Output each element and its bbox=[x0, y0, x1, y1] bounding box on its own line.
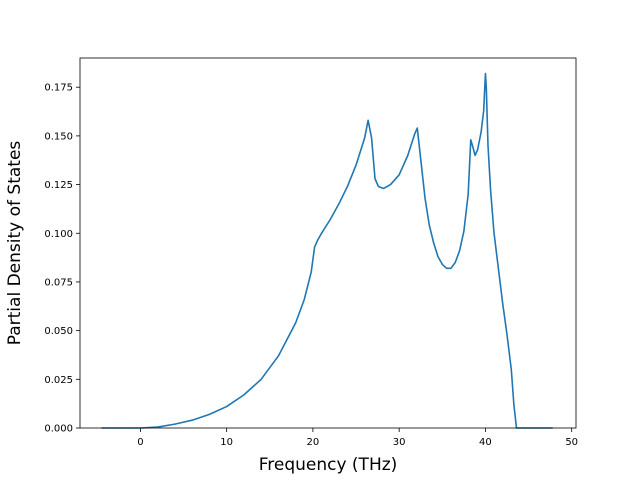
y-tick-label: 0.100 bbox=[44, 229, 73, 240]
x-tick-label: 0 bbox=[137, 437, 143, 448]
x-axis-ticks: 0 10 20 30 40 50 bbox=[137, 428, 578, 448]
y-axis-label: Partial Density of States bbox=[5, 141, 25, 346]
y-axis-ticks: 0.000 0.025 0.050 0.075 0.100 0.125 0.150 0.175 bbox=[44, 83, 80, 435]
pdos-series-line bbox=[101, 72, 553, 429]
x-tick-label: 50 bbox=[565, 437, 578, 448]
y-tick-label: 0.125 bbox=[44, 180, 73, 191]
y-tick-label: 0.075 bbox=[44, 277, 73, 288]
plot-area bbox=[80, 58, 576, 428]
x-tick-label: 40 bbox=[479, 437, 492, 448]
plot-frame bbox=[79, 57, 577, 429]
x-tick-label: 20 bbox=[307, 437, 320, 448]
y-tick-label: 0.000 bbox=[44, 424, 73, 435]
y-tick-label: 0.050 bbox=[44, 326, 73, 337]
y-tick-label: 0.175 bbox=[44, 83, 73, 94]
x-axis-label: Frequency (THz) bbox=[259, 455, 398, 475]
x-tick-label: 30 bbox=[393, 437, 406, 448]
x-tick-label: 10 bbox=[220, 437, 233, 448]
y-tick-label: 0.150 bbox=[44, 131, 73, 142]
y-tick-label: 0.025 bbox=[44, 375, 73, 386]
